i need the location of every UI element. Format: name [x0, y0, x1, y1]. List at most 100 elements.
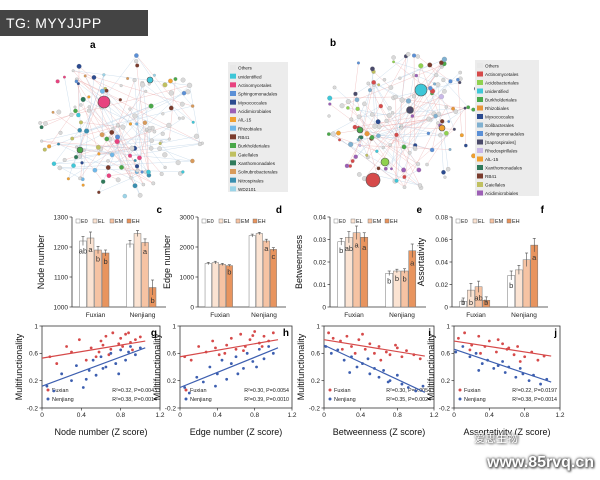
- network-edge: [40, 85, 190, 124]
- legend-box: [228, 62, 288, 192]
- network-node: [370, 66, 375, 72]
- legend-label: EM: [241, 219, 250, 225]
- network-node: [415, 54, 420, 59]
- panel-letter-a: a: [90, 40, 96, 51]
- x-tick-label: 1.2: [429, 412, 438, 419]
- network-edge: [360, 138, 422, 188]
- network-edge: [378, 133, 429, 136]
- legend-swatch: [489, 218, 495, 224]
- legend-label: EM: [373, 219, 382, 225]
- data-point: [395, 373, 399, 377]
- data-point: [225, 343, 229, 347]
- network-node: [369, 135, 375, 140]
- y-tick-label: 0.2: [311, 378, 320, 385]
- data-point: [363, 347, 367, 351]
- panel-letter-d: d: [276, 205, 282, 216]
- network-edge: [135, 61, 150, 176]
- y-tick-label: 0.03: [313, 237, 326, 244]
- legend-label: Rhizobiales: [485, 106, 509, 111]
- significance-label: b: [469, 298, 473, 307]
- network-node: [399, 123, 404, 128]
- y-tick-label: 1000: [54, 304, 69, 311]
- legend-marker: [458, 397, 462, 401]
- network-node: [459, 133, 464, 138]
- network-hub-node: [365, 172, 381, 188]
- network-node: [69, 112, 74, 117]
- network-edge: [372, 68, 376, 127]
- plot-frame: [453, 325, 561, 409]
- legend-label: EH: [132, 219, 140, 225]
- network-node: [381, 145, 385, 150]
- legend-swatch: [230, 151, 236, 157]
- data-point: [121, 345, 125, 348]
- network-node: [132, 113, 138, 119]
- data-point: [262, 357, 266, 361]
- legend-label: Sphingomonadales: [485, 132, 525, 137]
- data-point: [474, 351, 478, 355]
- network-node: [402, 185, 407, 189]
- data-point: [109, 351, 113, 355]
- network-node: [394, 178, 399, 183]
- network-edge: [59, 160, 193, 169]
- network-edge: [142, 82, 194, 123]
- network-node: [80, 96, 86, 102]
- y-tick-label: 1300: [54, 214, 69, 221]
- network-node: [95, 144, 101, 150]
- network-node: [157, 146, 162, 151]
- legend-swatch: [477, 105, 483, 111]
- category-label: Nenjiang: [251, 312, 277, 319]
- network-node: [128, 107, 132, 111]
- network-node: [181, 90, 187, 96]
- legend-swatch: [477, 173, 483, 179]
- x-tick-label: 0: [40, 412, 44, 419]
- data-point: [384, 350, 388, 354]
- legend-swatch: [230, 91, 236, 96]
- network-node: [79, 120, 83, 125]
- data-point: [361, 332, 364, 336]
- network-node: [118, 98, 122, 102]
- scatter-chart-j: 0 0.4 0.8 1.2-0.20.20.61MultifunctionalityA…: [426, 323, 565, 437]
- plot-frame: [323, 325, 435, 409]
- network-edge: [160, 143, 179, 163]
- network-node: [438, 94, 444, 100]
- data-point: [189, 358, 193, 362]
- data-point: [479, 351, 482, 355]
- data-point: [463, 331, 466, 335]
- network-node: [453, 109, 459, 114]
- network-edge: [373, 82, 420, 171]
- network-edge: [366, 138, 372, 156]
- y-axis-label: Node number: [36, 235, 46, 290]
- network-node: [376, 166, 381, 171]
- category-label: Nenjiang: [511, 312, 537, 319]
- bar: [204, 263, 212, 308]
- network-node: [411, 94, 417, 99]
- network-node: [147, 126, 152, 131]
- network-edge: [118, 126, 132, 178]
- legend-label: Xanthomonadales: [238, 161, 276, 166]
- legend-swatch: [235, 218, 241, 224]
- network-node: [194, 133, 200, 139]
- data-point: [342, 358, 346, 362]
- network-edge: [383, 81, 451, 148]
- network-node: [114, 139, 120, 145]
- legend-label: E0: [81, 219, 88, 225]
- legend-label: E0: [339, 219, 346, 225]
- data-point: [251, 360, 255, 363]
- network-node: [78, 176, 82, 181]
- network-node: [378, 103, 383, 109]
- network-edge: [109, 126, 124, 140]
- legend-swatch: [230, 99, 236, 105]
- network-node: [405, 98, 412, 104]
- data-point: [97, 350, 101, 354]
- network-edge: [107, 85, 190, 162]
- network-node: [57, 142, 61, 146]
- network-edge: [142, 84, 152, 149]
- legend-label: Gaiellales: [485, 183, 506, 188]
- network-node: [382, 78, 387, 82]
- y-tick-label: 0.01: [313, 282, 326, 289]
- network-edge: [403, 84, 439, 171]
- legend-label: E0: [207, 219, 214, 225]
- network-edge: [373, 71, 391, 88]
- network-node: [190, 104, 195, 108]
- data-point: [253, 330, 257, 333]
